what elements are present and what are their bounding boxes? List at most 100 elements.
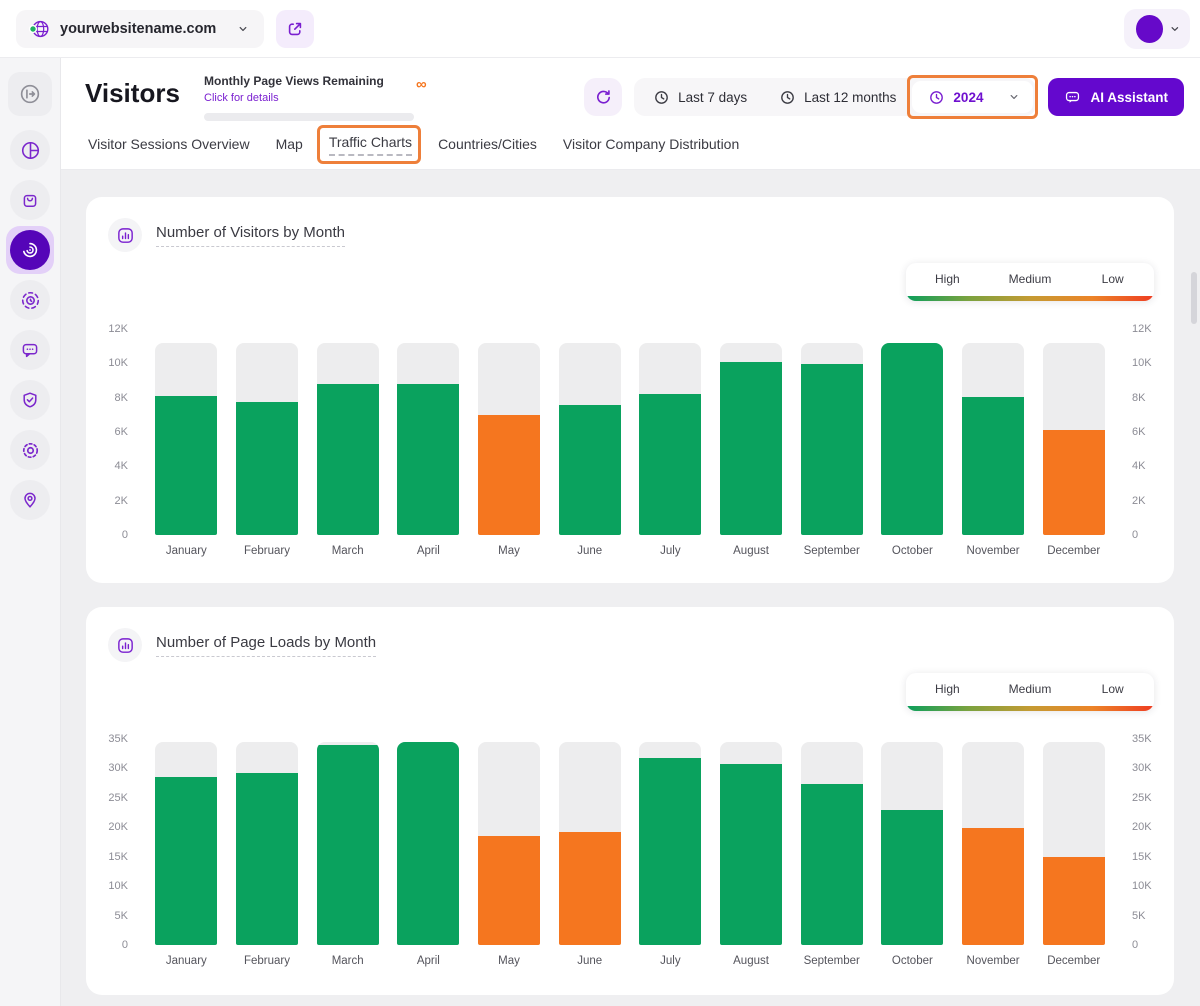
tab-countries-cities[interactable]: Countries/Cities: [438, 136, 537, 152]
bar-december[interactable]: [1042, 342, 1105, 535]
bar-fill: [962, 396, 1025, 535]
y-tick-label: 20K: [108, 821, 128, 834]
y-tick-label: 5K: [114, 909, 128, 922]
page-views-title: Monthly Page Views Remaining: [204, 74, 384, 88]
bar-fill: [962, 827, 1025, 945]
page-title: Visitors: [85, 78, 180, 108]
bar-july[interactable]: [639, 741, 702, 945]
bar-may[interactable]: [478, 342, 541, 535]
bar-june[interactable]: [558, 741, 621, 945]
sidebar-item-ecommerce[interactable]: [10, 180, 50, 220]
bar-january[interactable]: [155, 342, 218, 535]
bar-august[interactable]: [720, 741, 783, 945]
account-menu[interactable]: [1124, 9, 1190, 49]
visitors-by-month-card: Number of Visitors by Month High Medium Lo…: [86, 197, 1174, 583]
scrollbar-thumb[interactable]: [1191, 272, 1197, 324]
bar-fill: [639, 757, 702, 945]
bar-fill: [397, 741, 460, 945]
y-tick-label: 8K: [1132, 391, 1146, 404]
sidebar-item-visitors-active[interactable]: [6, 226, 54, 274]
bar-fill: [639, 394, 702, 535]
ai-assistant-button[interactable]: AI Assistant: [1048, 78, 1184, 116]
bar-march[interactable]: [316, 741, 379, 945]
y-tick-label: 0: [121, 529, 128, 541]
chart-legend: High Medium Low: [906, 673, 1154, 711]
bar-slot: [872, 329, 953, 535]
session-recording-icon: [20, 290, 41, 311]
bar-slot: [469, 329, 550, 535]
chevron-down-icon: [1011, 95, 1018, 99]
bar-slot: [307, 329, 388, 535]
refresh-button[interactable]: [584, 78, 623, 116]
filter-last-7-days[interactable]: Last 7 days: [637, 81, 763, 113]
y-tick-label: 4K: [1132, 460, 1146, 473]
bar-july[interactable]: [639, 342, 702, 535]
y-tick-label: 5K: [1132, 909, 1146, 922]
sidebar-item-privacy[interactable]: [10, 380, 50, 420]
bar-slot: [549, 739, 630, 945]
bar-october[interactable]: [881, 741, 944, 945]
bar-slot: [388, 329, 469, 535]
bar-august[interactable]: [720, 342, 783, 535]
bar-may[interactable]: [478, 741, 541, 945]
bar-september[interactable]: [800, 741, 863, 945]
x-tick-label: February: [243, 545, 291, 557]
bar-june[interactable]: [558, 342, 621, 535]
clock-icon: [930, 90, 944, 104]
y-tick-label: 2K: [114, 494, 128, 507]
y-tick-label: 25K: [1132, 791, 1152, 804]
x-tick-label: December: [1047, 545, 1101, 557]
legend-label: High: [934, 682, 960, 696]
bar-september[interactable]: [800, 342, 863, 535]
y-tick-label: 35K: [108, 733, 128, 745]
bar-slot: [388, 739, 469, 945]
bar-november[interactable]: [962, 342, 1025, 535]
tab-visitor-company-distribution[interactable]: Visitor Company Distribution: [562, 136, 740, 152]
website-selector[interactable]: yourwebsitename.com: [16, 9, 264, 48]
filter-last-12-months[interactable]: Last 12 months: [763, 81, 912, 113]
bar-january[interactable]: [155, 741, 218, 945]
bar-fill: [155, 777, 218, 945]
bar-march[interactable]: [316, 342, 379, 535]
bar-october[interactable]: [881, 342, 944, 535]
sidebar-item-dashboard[interactable]: [10, 130, 50, 170]
sidebar-item-location[interactable]: [10, 480, 50, 520]
tab-map[interactable]: Map: [275, 136, 303, 152]
y-tick-label: 15K: [108, 850, 128, 863]
topbar: yourwebsitename.com: [0, 0, 1200, 58]
sidebar: [0, 58, 61, 1006]
sidebar-item-settings[interactable]: [10, 430, 50, 470]
bar-slot: [872, 739, 953, 945]
dashboard-pie-icon: [20, 140, 41, 161]
y-tick-label: 20K: [1132, 821, 1152, 834]
collapse-sidebar-icon: [19, 83, 41, 105]
website-globe-icon: [28, 18, 50, 40]
sidebar-item-collapse[interactable]: [8, 72, 52, 116]
tab-visitor-sessions-overview[interactable]: Visitor Sessions Overview: [88, 136, 250, 152]
open-website-button[interactable]: [276, 9, 314, 48]
chevron-down-icon: [239, 26, 247, 31]
bar-april[interactable]: [397, 342, 460, 535]
bar-december[interactable]: [1042, 741, 1105, 945]
y-axis-right: 0 5K 10K 15K 20K 25K 30K 35K: [1114, 733, 1174, 951]
legend-label: Medium: [1008, 272, 1052, 286]
y-tick-label: 30K: [108, 762, 128, 775]
tab-traffic-charts[interactable]: Traffic Charts: [316, 125, 422, 164]
ai-chat-icon: [1064, 89, 1081, 106]
bar-fill: [236, 402, 298, 535]
sidebar-item-feedback[interactable]: [10, 330, 50, 370]
bar-february[interactable]: [236, 342, 298, 535]
bar-november[interactable]: [962, 741, 1025, 945]
filter-year-2024[interactable]: 2024: [907, 75, 1039, 119]
page-views-progress-bar: [204, 113, 414, 121]
bar-fill: [236, 772, 298, 945]
plot: [146, 329, 1114, 535]
y-tick-label: 6K: [114, 426, 128, 438]
bar-april[interactable]: [397, 741, 460, 945]
page-loads-by-month-card: Number of Page Loads by Month High Medium…: [86, 607, 1174, 995]
y-tick-label: 12K: [108, 323, 128, 335]
sidebar-item-session-recordings[interactable]: [10, 280, 50, 320]
page-views-details-link[interactable]: Click for details: [204, 92, 279, 104]
y-axis-left: 0 2K 4K 6K 8K 10K 12K: [86, 323, 146, 541]
bar-february[interactable]: [236, 741, 298, 945]
